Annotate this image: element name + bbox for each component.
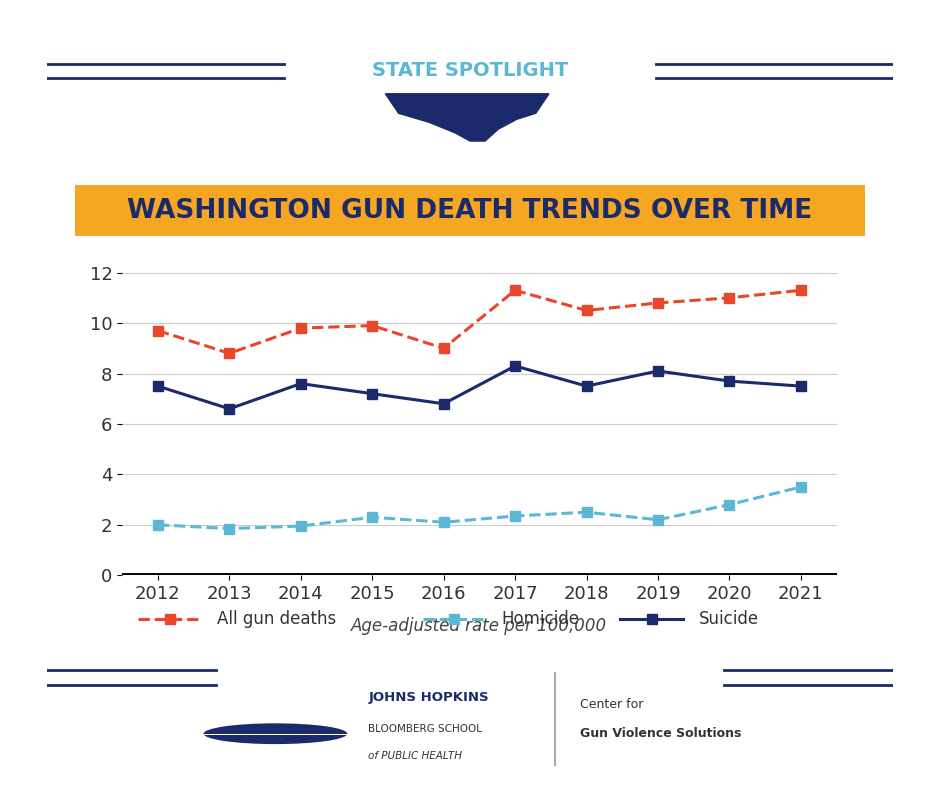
- Text: Homicide: Homicide: [502, 610, 580, 627]
- Polygon shape: [385, 94, 549, 141]
- Circle shape: [204, 723, 348, 744]
- FancyBboxPatch shape: [75, 185, 865, 236]
- Text: BLOOMBERG SCHOOL: BLOOMBERG SCHOOL: [368, 724, 482, 734]
- Text: Suicide: Suicide: [699, 610, 760, 627]
- Text: WASHINGTON GUN DEATH TRENDS OVER TIME: WASHINGTON GUN DEATH TRENDS OVER TIME: [128, 198, 812, 224]
- Text: of PUBLIC HEALTH: of PUBLIC HEALTH: [368, 751, 462, 760]
- Text: Gun Violence Solutions: Gun Violence Solutions: [580, 727, 742, 740]
- Text: All gun deaths: All gun deaths: [217, 610, 337, 627]
- Text: STATE SPOTLIGHT: STATE SPOTLIGHT: [372, 61, 568, 80]
- Text: JOHNS HOPKINS: JOHNS HOPKINS: [368, 690, 489, 704]
- X-axis label: Age-adjusted rate per 100,000: Age-adjusted rate per 100,000: [352, 617, 607, 635]
- Text: Center for: Center for: [580, 698, 643, 711]
